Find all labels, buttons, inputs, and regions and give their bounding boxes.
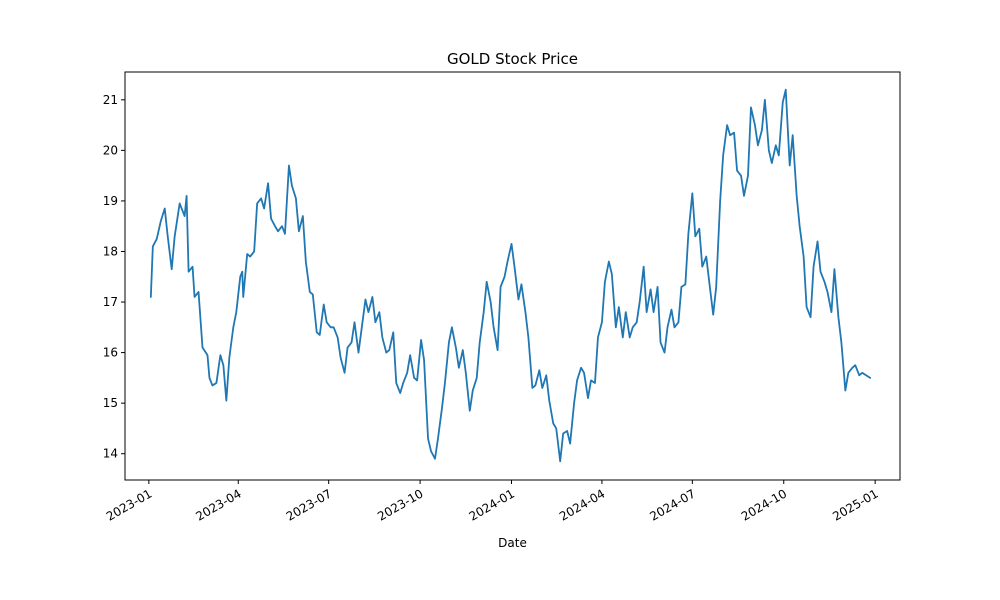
y-tick-label: 14 — [103, 447, 118, 461]
plot-frame — [124, 71, 901, 481]
y-tick-label: 20 — [103, 143, 118, 157]
y-tick-label: 21 — [103, 93, 118, 107]
y-tick-label: 17 — [103, 295, 118, 309]
y-tick-label: 15 — [103, 396, 118, 410]
chart-title: GOLD Stock Price — [447, 50, 578, 68]
y-tick-label: 19 — [103, 194, 118, 208]
plot-area — [149, 88, 872, 463]
y-tick-label: 18 — [103, 244, 118, 258]
y-tick-label: 16 — [103, 346, 118, 360]
y-axis-ticks: 14 15 16 17 18 19 20 21 — [103, 93, 125, 461]
series-line-0 — [149, 88, 872, 463]
x-axis-label: Date — [498, 536, 527, 550]
